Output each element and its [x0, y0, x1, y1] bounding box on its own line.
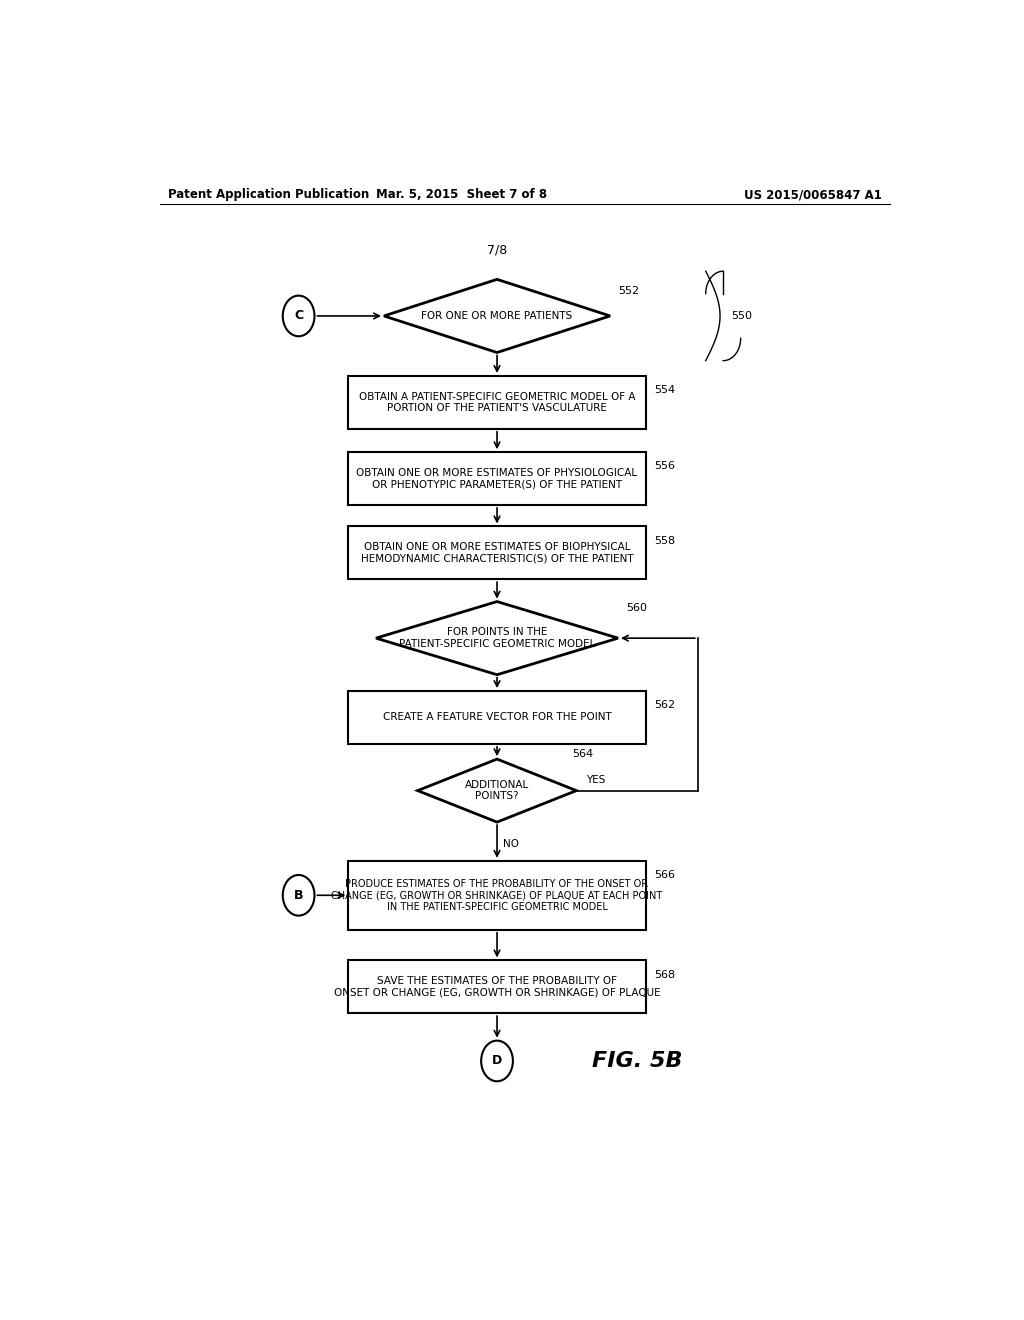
Text: 554: 554	[653, 385, 675, 395]
Text: D: D	[492, 1055, 502, 1068]
Text: 556: 556	[653, 462, 675, 471]
Text: YES: YES	[586, 775, 605, 785]
Polygon shape	[384, 280, 610, 352]
FancyBboxPatch shape	[348, 527, 646, 579]
Text: C: C	[294, 309, 303, 322]
Text: CREATE A FEATURE VECTOR FOR THE POINT: CREATE A FEATURE VECTOR FOR THE POINT	[383, 713, 611, 722]
Text: SAVE THE ESTIMATES OF THE PROBABILITY OF
ONSET OR CHANGE (EG, GROWTH OR SHRINKAG: SAVE THE ESTIMATES OF THE PROBABILITY OF…	[334, 975, 660, 998]
FancyBboxPatch shape	[348, 376, 646, 429]
Text: 550: 550	[731, 312, 753, 321]
Text: NO: NO	[504, 840, 519, 850]
Text: 560: 560	[626, 603, 647, 612]
FancyBboxPatch shape	[348, 690, 646, 744]
Polygon shape	[376, 602, 618, 675]
FancyBboxPatch shape	[348, 961, 646, 1014]
Text: 562: 562	[653, 700, 675, 710]
Text: ADDITIONAL
POINTS?: ADDITIONAL POINTS?	[465, 780, 529, 801]
Text: Patent Application Publication: Patent Application Publication	[168, 189, 369, 202]
Text: 566: 566	[653, 870, 675, 880]
Text: 558: 558	[653, 536, 675, 545]
Text: FOR ONE OR MORE PATIENTS: FOR ONE OR MORE PATIENTS	[422, 312, 572, 321]
Text: 564: 564	[572, 748, 594, 759]
Text: B: B	[294, 888, 303, 902]
Circle shape	[283, 296, 314, 337]
Text: OBTAIN A PATIENT-SPECIFIC GEOMETRIC MODEL OF A
PORTION OF THE PATIENT'S VASCULAT: OBTAIN A PATIENT-SPECIFIC GEOMETRIC MODE…	[358, 392, 635, 413]
Text: 552: 552	[618, 285, 639, 296]
Circle shape	[481, 1040, 513, 1081]
Polygon shape	[418, 759, 577, 822]
FancyBboxPatch shape	[348, 453, 646, 506]
FancyBboxPatch shape	[348, 861, 646, 929]
Text: Mar. 5, 2015  Sheet 7 of 8: Mar. 5, 2015 Sheet 7 of 8	[376, 189, 547, 202]
Text: 568: 568	[653, 970, 675, 979]
Circle shape	[283, 875, 314, 916]
Text: 7/8: 7/8	[486, 243, 507, 256]
Text: PRODUCE ESTIMATES OF THE PROBABILITY OF THE ONSET OR
CHANGE (EG, GROWTH OR SHRIN: PRODUCE ESTIMATES OF THE PROBABILITY OF …	[332, 879, 663, 912]
Text: OBTAIN ONE OR MORE ESTIMATES OF PHYSIOLOGICAL
OR PHENOTYPIC PARAMETER(S) OF THE : OBTAIN ONE OR MORE ESTIMATES OF PHYSIOLO…	[356, 467, 638, 490]
Text: FOR POINTS IN THE
PATIENT-SPECIFIC GEOMETRIC MODEL: FOR POINTS IN THE PATIENT-SPECIFIC GEOME…	[398, 627, 595, 649]
Text: FIG. 5B: FIG. 5B	[592, 1051, 683, 1071]
Text: US 2015/0065847 A1: US 2015/0065847 A1	[744, 189, 882, 202]
Text: OBTAIN ONE OR MORE ESTIMATES OF BIOPHYSICAL
HEMODYNAMIC CHARACTERISTIC(S) OF THE: OBTAIN ONE OR MORE ESTIMATES OF BIOPHYSI…	[360, 543, 633, 564]
